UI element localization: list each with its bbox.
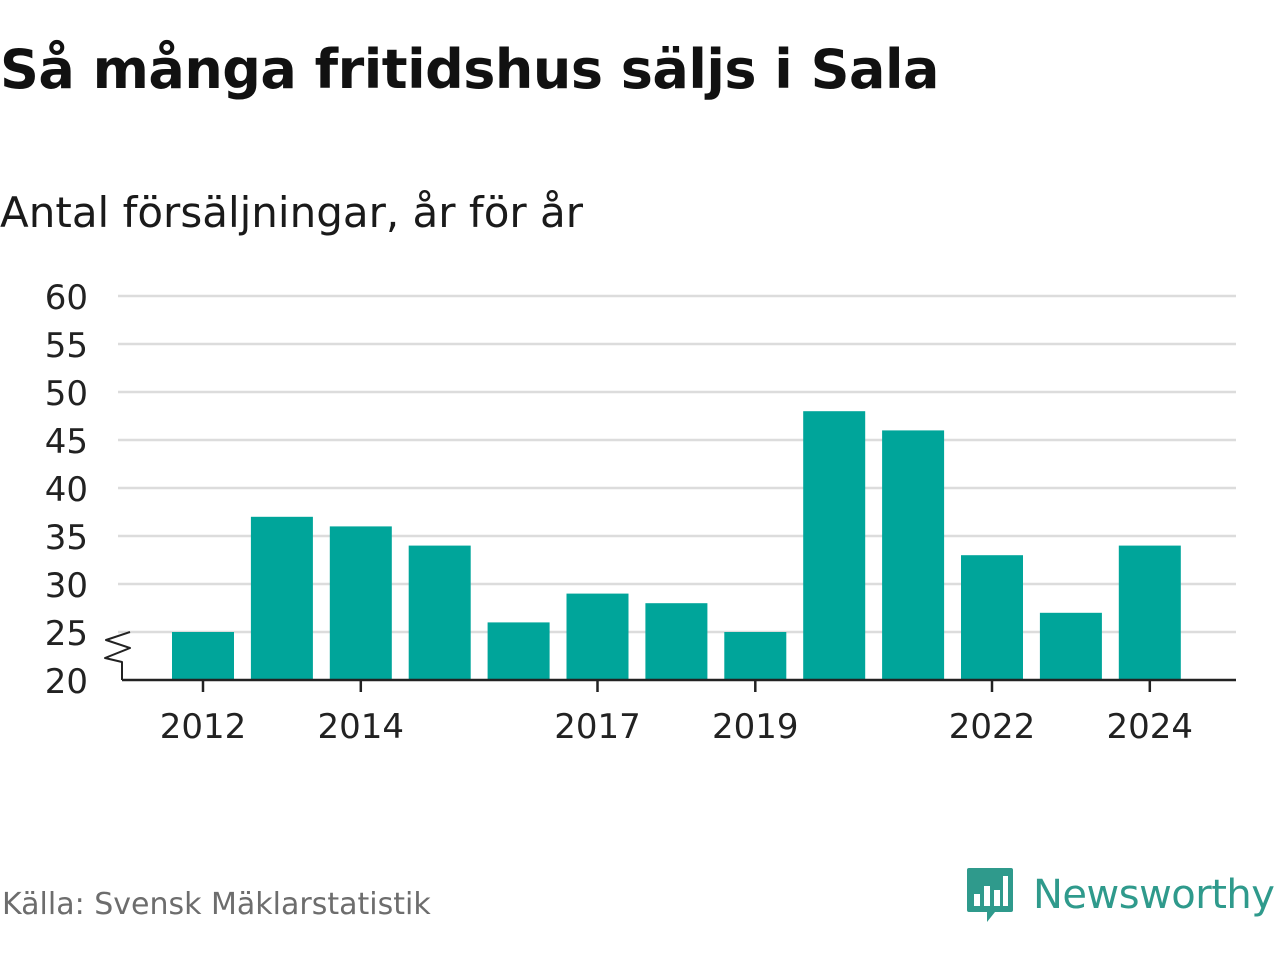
y-tick-label: 45	[45, 422, 88, 462]
chart-title: Så många fritidshus säljs i Sala	[0, 38, 939, 101]
chart-subtitle: Antal försäljningar, år för år	[0, 188, 584, 237]
x-axis-ticks: 2012 2014 2017 2019 2022 2024	[160, 680, 1193, 747]
bar-2012	[172, 632, 234, 680]
bar-2021	[882, 430, 945, 680]
bar-2018	[645, 603, 708, 680]
bar-2024	[1118, 545, 1181, 680]
newsworthy-logo-icon	[967, 868, 1013, 922]
bar-2014	[329, 526, 392, 680]
y-tick-label: 50	[45, 374, 88, 414]
axis-break-mark	[104, 631, 131, 680]
y-tick-label: 25	[45, 614, 88, 654]
y-tick-label: 60	[45, 278, 88, 318]
brand-logo[interactable]: Newsworthy	[965, 866, 1275, 924]
bar-2017	[566, 593, 629, 680]
x-tick-label: 2022	[949, 707, 1036, 747]
y-tick-label: 20	[45, 662, 88, 702]
y-tick-label: 40	[45, 470, 88, 510]
bar-2013	[250, 516, 313, 680]
x-tick-label: 2024	[1107, 707, 1194, 747]
x-tick-label: 2019	[712, 707, 799, 747]
bar-2016	[487, 622, 550, 680]
y-tick-label: 55	[45, 326, 88, 366]
x-axis	[104, 631, 1236, 682]
bar-2023	[1039, 612, 1102, 680]
y-tick-label: 30	[45, 566, 88, 606]
source-note: Källa: Svensk Mäklarstatistik	[2, 887, 431, 922]
grid-lines	[118, 294, 1236, 634]
x-tick-label: 2012	[160, 707, 247, 747]
x-tick-label: 2017	[554, 707, 641, 747]
bar-2019	[724, 632, 787, 680]
y-axis-ticks: 20 25 30 35 40 45 50 55 60	[45, 278, 88, 702]
bar-2015	[408, 545, 471, 680]
bars	[172, 411, 1181, 680]
bar-2020	[803, 411, 866, 680]
y-tick-label: 35	[45, 518, 88, 558]
bar-2022	[961, 555, 1023, 680]
brand-name: Newsworthy	[1033, 872, 1275, 918]
x-tick-label: 2014	[318, 707, 405, 747]
